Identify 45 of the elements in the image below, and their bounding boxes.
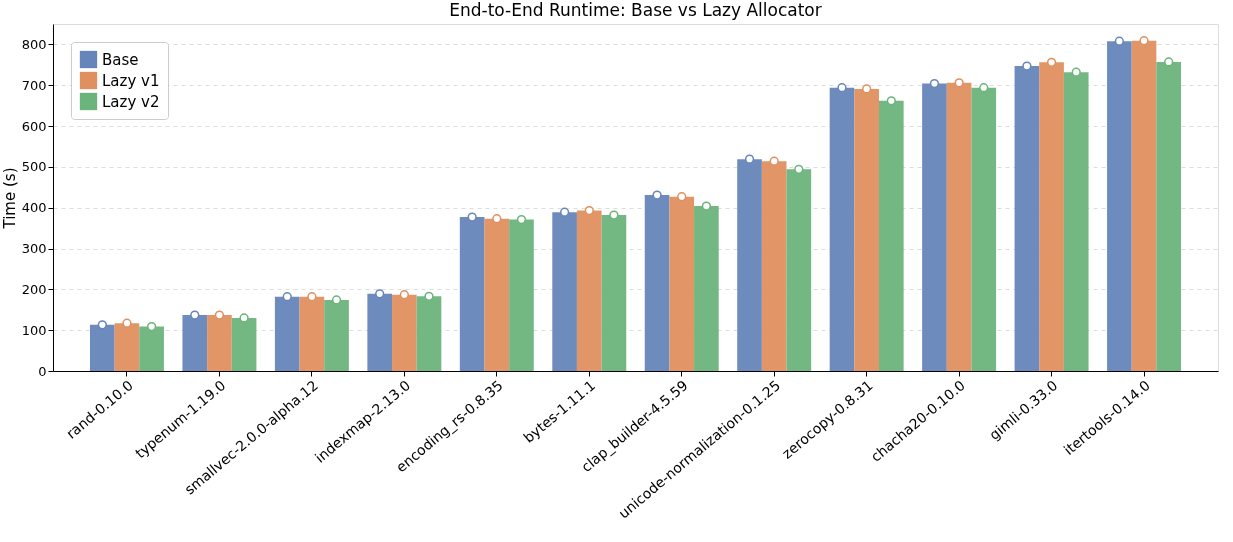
bar: [854, 88, 879, 371]
bar: [576, 210, 602, 371]
bar: [786, 169, 812, 371]
bar: [484, 218, 510, 371]
bar: [1131, 40, 1157, 371]
y-tick-label: 0: [38, 363, 47, 379]
bar: [971, 87, 997, 371]
bar: [139, 326, 164, 371]
y-tick-label: 800: [21, 36, 47, 52]
bar: [922, 83, 947, 371]
bar: [1107, 41, 1132, 371]
bar: [392, 294, 417, 371]
bar: [89, 324, 115, 371]
bar: [829, 87, 855, 371]
bar: [324, 299, 349, 371]
bar: [1039, 62, 1064, 371]
y-tick-label: 300: [21, 241, 47, 257]
bar: [509, 219, 534, 371]
y-tick-label: 700: [21, 77, 47, 93]
chart-title: End-to-End Runtime: Base vs Lazy Allocator: [449, 0, 822, 20]
bar: [274, 296, 300, 371]
bar: [459, 217, 485, 371]
bar: [299, 296, 325, 371]
bar: [644, 195, 670, 371]
bar: [231, 317, 257, 371]
bar: [367, 293, 393, 371]
y-tick-label: 100: [21, 322, 47, 338]
bar: [737, 159, 762, 371]
bar: [669, 196, 695, 371]
bar: [946, 82, 972, 371]
y-tick-label: 200: [21, 281, 47, 297]
y-tick-label: 600: [21, 118, 47, 134]
bar: [761, 161, 787, 371]
legend-label: Lazy v1: [102, 71, 160, 90]
legend-label: Base: [102, 50, 139, 69]
y-axis-title: Time (s): [0, 167, 19, 230]
bar: [1063, 72, 1089, 371]
bar: [114, 323, 140, 371]
legend-label: Lazy v2: [102, 92, 160, 111]
bar: [416, 296, 442, 371]
bar: [1156, 61, 1182, 371]
bar: [552, 212, 577, 371]
y-tick-label: 500: [21, 159, 47, 175]
y-tick-label: 400: [21, 200, 47, 216]
bar: [878, 100, 904, 371]
